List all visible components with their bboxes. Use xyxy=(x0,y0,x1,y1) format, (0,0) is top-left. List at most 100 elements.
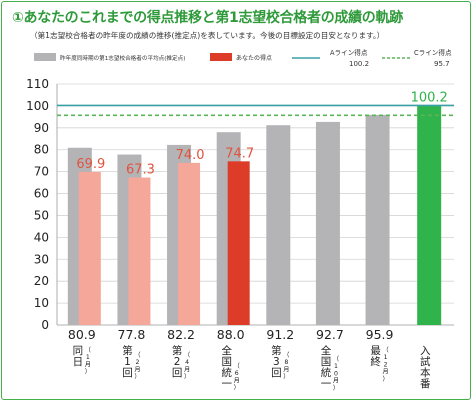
category-label: 第3回 （8月） xyxy=(271,344,289,381)
category-main-char: 回 xyxy=(172,367,183,379)
bar-average xyxy=(365,114,390,325)
category-sub-char: ） xyxy=(333,385,339,392)
category-sub-char: 月 xyxy=(234,377,240,384)
category-main-char: 一 xyxy=(221,378,232,390)
category-sub-char: （ xyxy=(184,352,190,359)
category-sub-char: ） xyxy=(283,374,289,381)
category-main-char: 1 xyxy=(124,356,131,368)
category-sub-char: 月 xyxy=(184,366,190,373)
category-main-char: 入 xyxy=(420,345,431,357)
bar-your-score xyxy=(128,177,151,325)
average-value-label: 77.8 xyxy=(118,327,146,342)
category-main-char: 番 xyxy=(420,378,431,390)
chart-subtitle: （第1志望校合格者の昨年度の成績の推移(推定点)を表しています。今後の目標設定の… xyxy=(30,31,385,40)
category-main-char: 第 xyxy=(122,344,133,357)
y-axis: 0 10 20 30 40 50 60 70 80 90 100 110 xyxy=(26,77,58,332)
category-main-char: 3 xyxy=(273,356,280,368)
average-value-label: 91.2 xyxy=(266,327,294,342)
category-main-char: 終 xyxy=(370,355,381,368)
category-sub-char: 月 xyxy=(283,366,289,373)
average-value-label: 80.9 xyxy=(68,327,96,342)
category-sub-char: ） xyxy=(234,385,240,392)
y-tick-label: 60 xyxy=(34,187,49,201)
category-sub-char: 0 xyxy=(334,370,338,377)
y-tick-label: 110 xyxy=(26,77,49,91)
bar-your-score xyxy=(178,162,201,325)
category-main-char: 国 xyxy=(321,356,332,368)
y-tick-label: 80 xyxy=(34,143,49,157)
category-label: 第2回 （4月） xyxy=(172,344,190,381)
category-sub-char: ） xyxy=(184,374,190,381)
category-sub-char: （ xyxy=(234,363,240,370)
category-main-char: 一 xyxy=(321,378,332,390)
gridlines xyxy=(57,83,454,326)
category-label: 同日（1月） xyxy=(73,345,91,376)
your-score-label: 69.9 xyxy=(76,157,105,172)
legend-swatch-your-score xyxy=(210,53,232,61)
category-sub-char: 2 xyxy=(384,361,388,368)
y-tick-label: 50 xyxy=(34,208,49,222)
bar-your-score xyxy=(78,171,101,325)
average-value-label: 82.2 xyxy=(167,327,195,342)
category-sub-char: （ xyxy=(134,352,140,359)
category-sub-char: 月 xyxy=(134,366,140,373)
legend-label-average: 昨年度同時期の第1志望校合格者の平均点(推定点) xyxy=(60,54,185,62)
category-sub-char: （ xyxy=(283,352,289,359)
final-score-label: 100.2 xyxy=(411,90,448,105)
y-tick-label: 0 xyxy=(41,318,49,332)
legend: 昨年度同時期の第1志望校合格者の平均点(推定点) あなたの得点 Aライン得点 1… xyxy=(34,48,452,68)
category-sub-char: ） xyxy=(85,369,91,376)
legend-value-c-line: 95.7 xyxy=(434,60,450,68)
category-label: 第1回 （2月） xyxy=(122,344,140,381)
legend-label-your-score: あなたの得点 xyxy=(236,54,272,62)
category-sub-char: （ xyxy=(85,347,91,354)
category-sub-char: ） xyxy=(382,376,388,383)
category-sub-char: 8 xyxy=(284,359,288,366)
category-main-char: 回 xyxy=(122,367,133,379)
your-score-label: 67.3 xyxy=(126,163,155,178)
reference-lines xyxy=(57,104,454,117)
legend-value-a-line: 100.2 xyxy=(349,60,369,68)
category-main-char: 回 xyxy=(271,367,282,379)
x-axis: 80.9 77.8 82.2 88.0 91.2 92.7 95.9同日（1月）第1回（2月… xyxy=(68,327,431,392)
category-sub-char: 1 xyxy=(86,354,90,361)
category-main-char: 統 xyxy=(221,366,232,379)
value-labels: 69.9 67.3 74.0 74.7 100.2 xyxy=(76,90,447,177)
bar-average xyxy=(266,125,291,326)
y-tick-label: 30 xyxy=(34,252,49,266)
category-main-char: 日 xyxy=(73,356,84,368)
category-sub-char: 月 xyxy=(382,369,388,376)
y-tick-label: 90 xyxy=(34,121,49,135)
bars xyxy=(67,105,442,326)
legend-swatch-average xyxy=(34,53,56,61)
y-tick-label: 100 xyxy=(26,99,49,113)
category-main-char: 統 xyxy=(321,366,332,379)
legend-label-a-line: Aライン得点 xyxy=(330,48,368,57)
average-value-label: 95.9 xyxy=(366,327,394,342)
category-sub-char: 1 xyxy=(334,363,338,370)
category-label: 最終（12月） xyxy=(370,345,388,383)
category-sub-char: 月 xyxy=(333,378,339,385)
category-sub-char: 1 xyxy=(384,354,388,361)
legend-label-c-line: Cライン得点 xyxy=(414,48,452,57)
average-value-label: 88.0 xyxy=(217,327,245,342)
category-main-char: 全 xyxy=(221,344,232,357)
category-main-char: 第 xyxy=(271,344,282,357)
category-main-char: 国 xyxy=(221,356,232,368)
y-tick-label: 70 xyxy=(34,165,49,179)
category-main-char: 第 xyxy=(172,344,183,357)
category-sub-char: 2 xyxy=(135,359,139,366)
category-sub-char: （ xyxy=(382,347,388,354)
category-main-char: 本 xyxy=(420,366,431,379)
category-sub-char: 4 xyxy=(185,359,189,366)
your-score-label: 74.0 xyxy=(176,148,205,163)
y-tick-label: 10 xyxy=(34,296,49,310)
category-main-char: 最 xyxy=(370,345,381,357)
category-main-char: 同 xyxy=(73,345,84,357)
category-sub-char: （ xyxy=(333,356,339,363)
